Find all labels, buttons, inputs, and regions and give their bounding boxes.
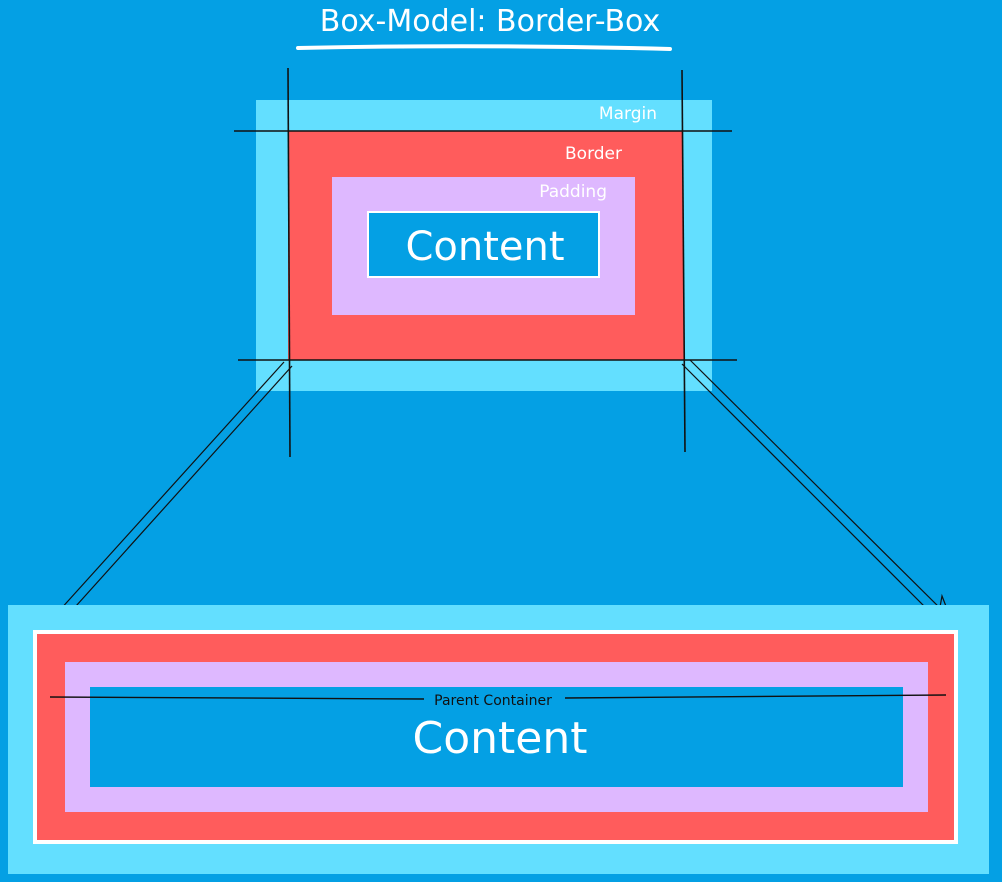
bottom-content-label: Content: [413, 713, 588, 764]
left-arrow-shaft-a: [39, 361, 285, 633]
guide-line-right: [681, 69, 686, 453]
right-arrow-shaft-b: [689, 359, 953, 621]
right-arrow-shaft-a: [681, 363, 945, 627]
parent-container-line-left: [49, 696, 425, 700]
parent-container-line-right: [564, 694, 947, 699]
top-content-area: [367, 211, 600, 278]
guide-line-left: [287, 67, 291, 458]
top-box-model: Margin Border Padding Content: [234, 67, 737, 458]
left-arrow-shaft-b: [48, 365, 293, 637]
diagram-title: Box-Model: Border-Box: [319, 4, 661, 39]
parent-container-label: Parent Container: [434, 693, 552, 709]
top-border-label: Border: [565, 144, 622, 164]
top-margin-label: Margin: [599, 104, 657, 124]
top-content-label: Content: [405, 224, 564, 270]
title-underline: [296, 44, 672, 51]
bottom-box-model: Parent Container Content: [8, 605, 989, 874]
bottom-content-area: [90, 687, 903, 787]
top-padding-label: Padding: [539, 182, 607, 202]
expand-arrows: [35, 359, 957, 641]
